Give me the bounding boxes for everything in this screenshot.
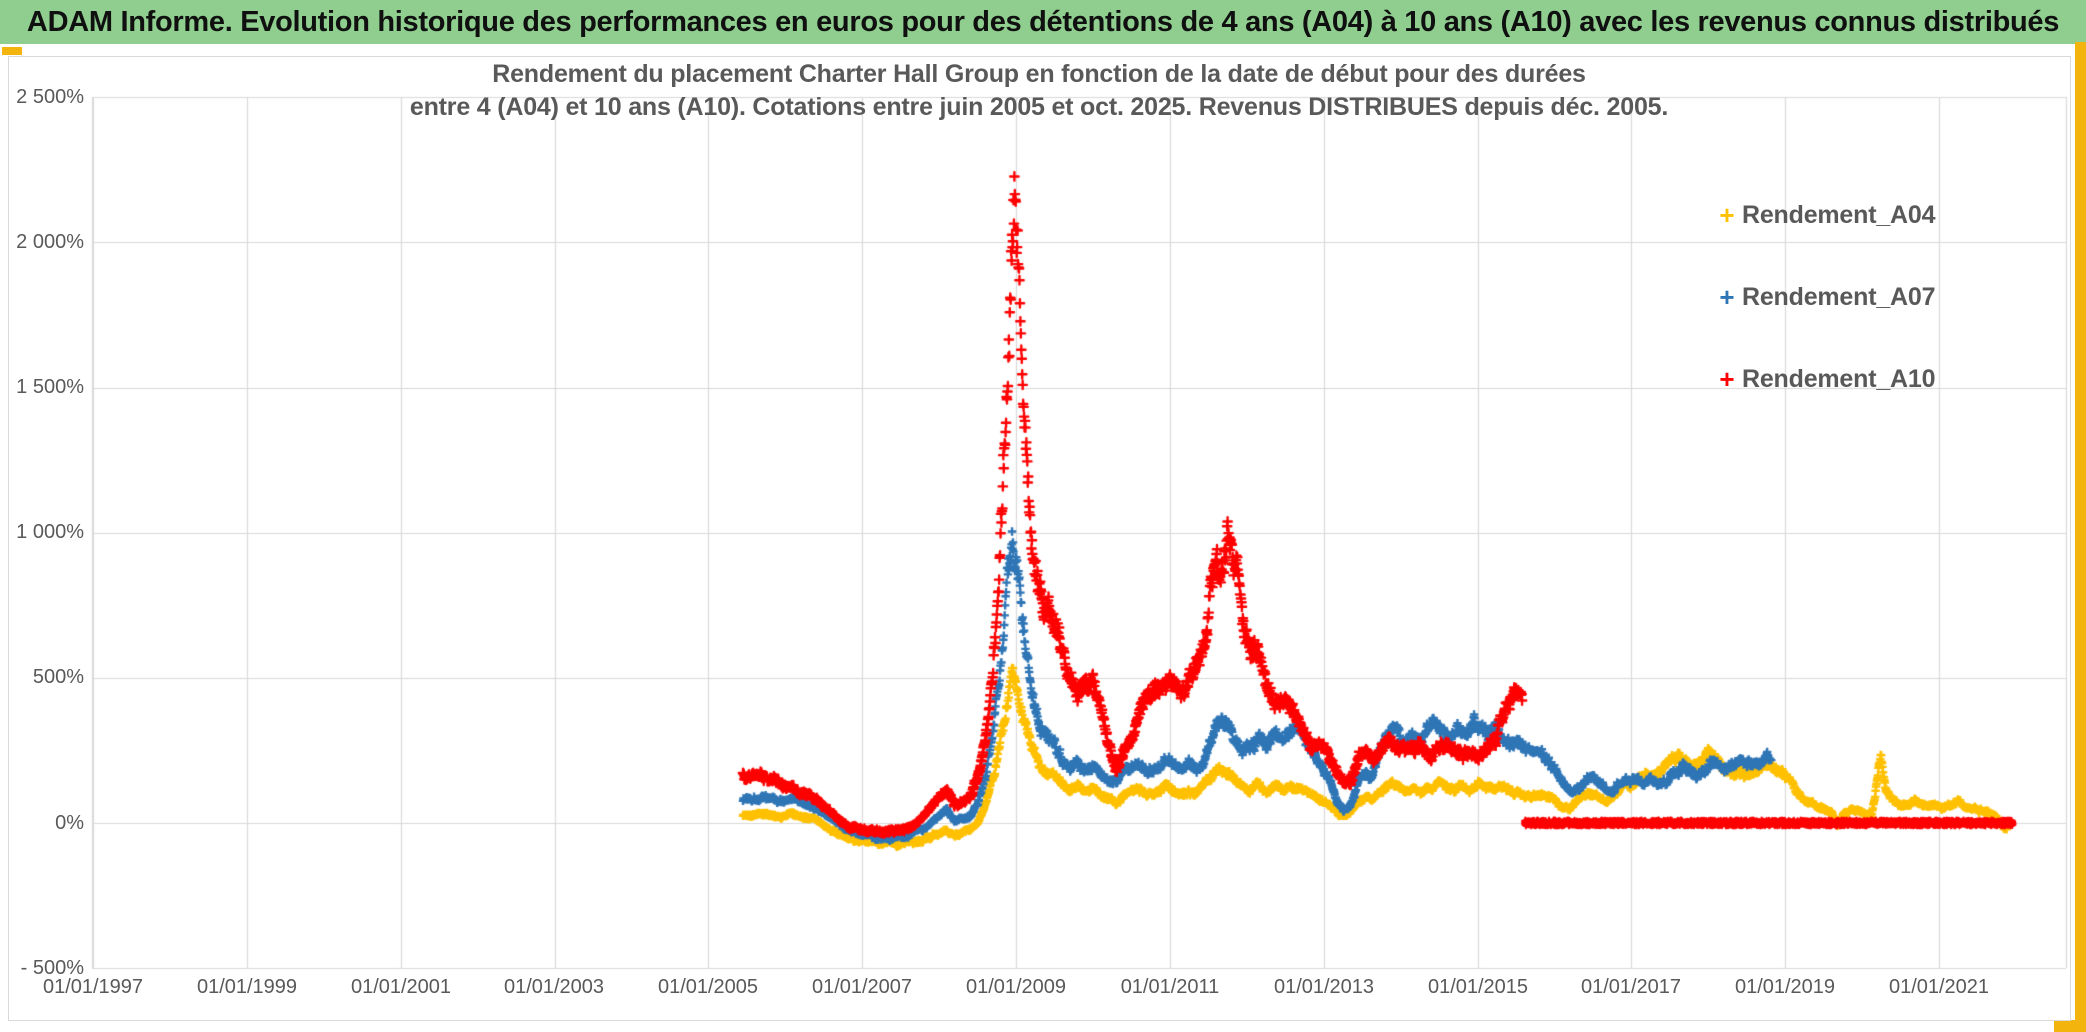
y-tick-label: 1 500%: [16, 376, 84, 398]
legend-item-a10[interactable]: + Rendement_A10: [1712, 360, 2042, 398]
y-tick-label: 2 000%: [16, 231, 84, 253]
chart-title-line1: Rendement du placement Charter Hall Grou…: [492, 60, 1586, 88]
chart-title: Rendement du placement Charter Hall Grou…: [8, 58, 2070, 124]
x-tick-label: 01/01/2001: [350, 976, 452, 998]
x-tick-label: 01/01/1999: [196, 976, 298, 998]
y-tick-label: 0%: [55, 812, 84, 834]
legend-item-a04[interactable]: + Rendement_A04: [1712, 196, 2042, 234]
x-tick-label: 01/01/2007: [811, 976, 913, 998]
x-tick-label: 01/01/2021: [1888, 976, 1990, 998]
x-tick-label: 01/01/2017: [1580, 976, 1682, 998]
plus-marker-icon: +: [1719, 200, 1735, 230]
plus-marker-icon: +: [1719, 364, 1735, 394]
x-tick-label: 01/01/1997: [42, 976, 144, 998]
y-tick-label: - 500%: [20, 957, 84, 979]
plus-marker-icon: +: [1719, 282, 1735, 312]
y-tick-label: 1 000%: [16, 521, 84, 543]
y-tick-label: 500%: [32, 666, 84, 688]
legend-label: Rendement_A10: [1742, 364, 1936, 393]
legend-label: Rendement_A07: [1742, 282, 1936, 311]
x-tick-label: 01/01/2003: [503, 976, 605, 998]
legend-label: Rendement_A04: [1742, 200, 1936, 229]
y-tick-label: 2 500%: [16, 86, 84, 108]
x-tick-label: 01/01/2005: [657, 976, 759, 998]
chart-legend: + Rendement_A04 + Rendement_A07 + Rendem…: [1712, 196, 2042, 442]
x-tick-label: 01/01/2011: [1120, 976, 1220, 998]
x-tick-label: 01/01/2015: [1427, 976, 1529, 998]
legend-item-a07[interactable]: + Rendement_A07: [1712, 278, 2042, 316]
chart-title-line2: entre 4 (A04) et 10 ans (A10). Cotations…: [409, 93, 1669, 121]
x-tick-label: 01/01/2013: [1273, 976, 1375, 998]
x-tick-label: 01/01/2019: [1734, 976, 1836, 998]
x-tick-label: 01/01/2009: [965, 976, 1067, 998]
